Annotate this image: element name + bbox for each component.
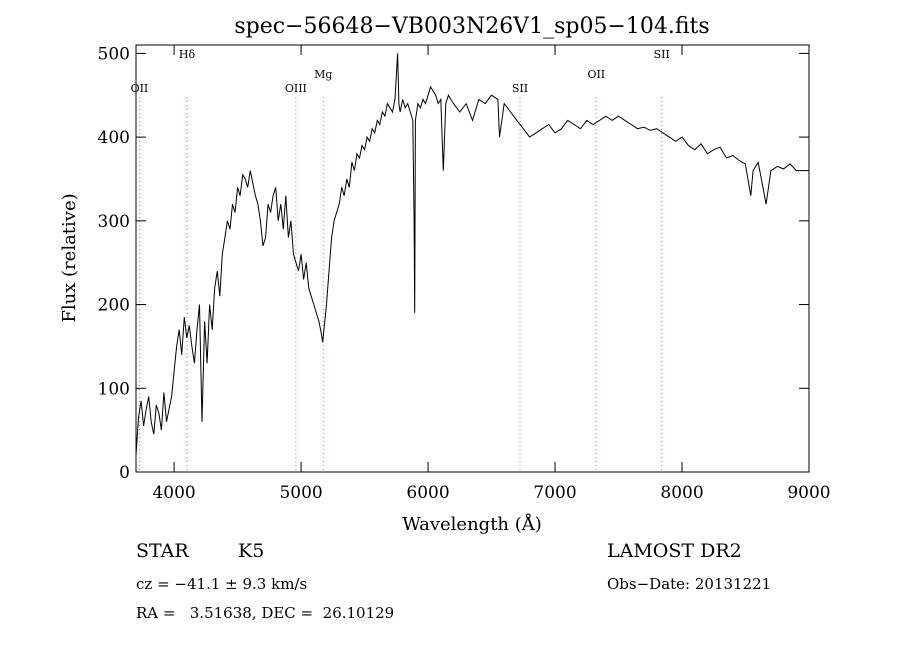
observation-date: Obs−Date: 20131221 — [607, 575, 772, 593]
spectral-line-label: SII — [512, 82, 528, 95]
chart-title: spec−56648−VB003N26V1_sp05−104.fits — [234, 14, 709, 39]
redshift-cz: cz = −41.1 ± 9.3 km/s — [136, 575, 308, 593]
object-subclass: K5 — [238, 540, 265, 562]
survey-name: LAMOST DR2 — [607, 540, 742, 562]
x-tick-label: 8000 — [660, 483, 703, 503]
ra-dec: RA = 3.51638, DEC = 26.10129 — [136, 604, 395, 622]
spectrum-line — [135, 53, 809, 456]
y-tick-label: 100 — [98, 379, 130, 399]
y-tick-label: 300 — [98, 212, 130, 232]
spectral-line-label: Hδ — [179, 48, 196, 61]
y-tick-label: 200 — [98, 296, 130, 316]
x-axis-label: Wavelength (Å) — [402, 513, 542, 535]
spectral-line-label: OII — [131, 82, 149, 95]
plot-frame — [135, 44, 810, 473]
x-tick-label: 9000 — [787, 483, 830, 503]
x-tick-label: 7000 — [533, 483, 576, 503]
spectral-line-label: OIII — [285, 82, 307, 95]
y-tick-label: 500 — [98, 44, 130, 64]
spectral-line-label: SII — [654, 48, 670, 61]
y-axis-label: Flux (relative) — [59, 193, 80, 322]
spectral-line-label: OII — [587, 68, 605, 81]
y-tick-label: 0 — [119, 463, 130, 483]
object-class: STAR — [136, 540, 189, 562]
y-tick-label: 400 — [98, 128, 130, 148]
x-tick-label: 5000 — [279, 483, 322, 503]
spectral-line-label: Mg — [314, 68, 332, 81]
x-tick-label: 4000 — [152, 483, 195, 503]
x-tick-label: 6000 — [406, 483, 449, 503]
